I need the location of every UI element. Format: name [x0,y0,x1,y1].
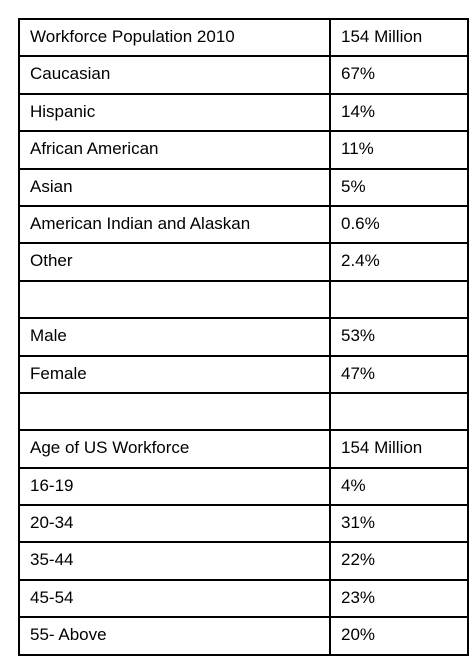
row-value: 4% [329,466,469,507]
row-label: 20-34 [18,504,331,544]
table-row: 16-19 4% [18,466,469,507]
workforce-demographics-table: Workforce Population 2010 154 Million Ca… [18,17,469,656]
row-label [18,391,331,432]
row-value: 20% [329,616,469,656]
row-value [329,279,469,320]
table-row: African American 11% [18,130,469,170]
row-label: Age of US Workforce [18,429,331,469]
table-row: American Indian and Alaskan 0.6% [18,204,469,245]
table-row: Age of US Workforce 154 Million [18,429,469,469]
row-value: 23% [329,578,469,619]
workforce-table-container: Workforce Population 2010 154 Million Ca… [18,17,469,656]
table-row-blank [18,279,469,320]
row-value: 53% [329,317,469,357]
row-value: 22% [329,541,469,581]
row-label: Male [18,317,331,357]
table-row: Female 47% [18,354,469,394]
row-value: 154 Million [329,17,469,58]
row-label [18,279,331,320]
table-row: Caucasian 67% [18,55,469,95]
table-row: Asian 5% [18,167,469,207]
row-value: 0.6% [329,204,469,245]
row-label: American Indian and Alaskan [18,204,331,245]
row-label: Caucasian [18,55,331,95]
table-row-blank [18,391,469,432]
row-value [329,391,469,432]
row-value: 67% [329,55,469,95]
row-label: Hispanic [18,92,331,133]
row-label: Workforce Population 2010 [18,17,331,58]
table-row: 45-54 23% [18,578,469,619]
table-row: 20-34 31% [18,504,469,544]
row-label: 45-54 [18,578,331,619]
table-row: Hispanic 14% [18,92,469,133]
row-label: Female [18,354,331,394]
row-label: 55- Above [18,616,331,656]
row-label: African American [18,130,331,170]
row-label: Asian [18,167,331,207]
row-value: 47% [329,354,469,394]
table-row: Other 2.4% [18,242,469,282]
row-value: 5% [329,167,469,207]
table-row: 55- Above 20% [18,616,469,656]
row-label: 16-19 [18,466,331,507]
row-label: Other [18,242,331,282]
row-value: 11% [329,130,469,170]
row-value: 154 Million [329,429,469,469]
row-value: 31% [329,504,469,544]
row-label: 35-44 [18,541,331,581]
table-row: 35-44 22% [18,541,469,581]
row-value: 14% [329,92,469,133]
table-row: Workforce Population 2010 154 Million [18,17,469,58]
row-value: 2.4% [329,242,469,282]
table-row: Male 53% [18,317,469,357]
